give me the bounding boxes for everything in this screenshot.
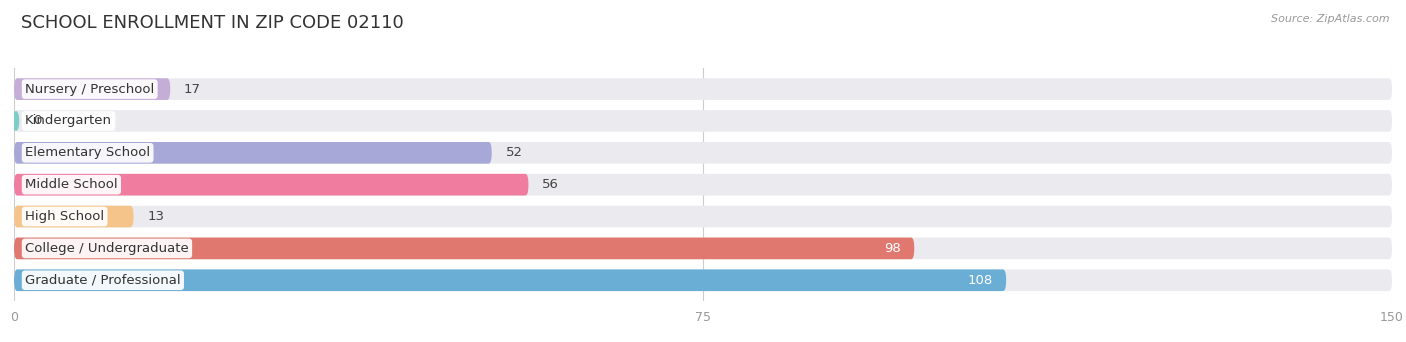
Circle shape	[13, 112, 18, 130]
FancyBboxPatch shape	[14, 110, 1392, 132]
Text: Middle School: Middle School	[25, 178, 118, 191]
FancyBboxPatch shape	[14, 206, 134, 227]
Text: Elementary School: Elementary School	[25, 146, 150, 159]
Text: Nursery / Preschool: Nursery / Preschool	[25, 83, 155, 96]
Text: 17: 17	[184, 83, 201, 96]
FancyBboxPatch shape	[14, 269, 1392, 291]
FancyBboxPatch shape	[14, 78, 1392, 100]
Text: Graduate / Professional: Graduate / Professional	[25, 274, 181, 287]
FancyBboxPatch shape	[14, 238, 1392, 259]
FancyBboxPatch shape	[14, 206, 1392, 227]
FancyBboxPatch shape	[14, 142, 492, 164]
Text: SCHOOL ENROLLMENT IN ZIP CODE 02110: SCHOOL ENROLLMENT IN ZIP CODE 02110	[21, 14, 404, 32]
Text: 108: 108	[967, 274, 993, 287]
Text: 98: 98	[884, 242, 900, 255]
Text: 56: 56	[543, 178, 560, 191]
FancyBboxPatch shape	[14, 269, 1007, 291]
FancyBboxPatch shape	[14, 174, 1392, 196]
Text: 52: 52	[506, 146, 523, 159]
Text: Kindergarten: Kindergarten	[25, 115, 112, 128]
Text: 13: 13	[148, 210, 165, 223]
FancyBboxPatch shape	[14, 238, 914, 259]
Text: 0: 0	[32, 115, 41, 128]
Text: High School: High School	[25, 210, 104, 223]
Text: College / Undergraduate: College / Undergraduate	[25, 242, 188, 255]
FancyBboxPatch shape	[14, 142, 1392, 164]
FancyBboxPatch shape	[14, 174, 529, 196]
FancyBboxPatch shape	[14, 78, 170, 100]
Text: Source: ZipAtlas.com: Source: ZipAtlas.com	[1271, 14, 1389, 24]
